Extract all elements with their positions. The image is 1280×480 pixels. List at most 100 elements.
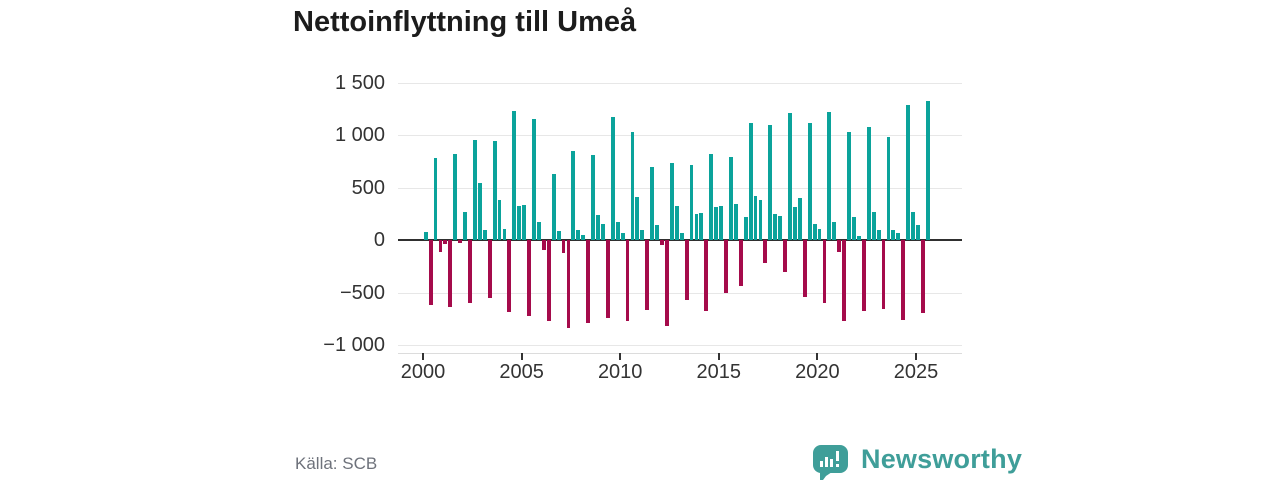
bar-2003Q2 [487, 240, 492, 298]
bar-2024Q3 [906, 104, 911, 241]
bar-2006Q4 [556, 230, 561, 241]
bar-2005Q2 [527, 240, 531, 316]
logo-tail [820, 472, 832, 480]
bar-2015Q3 [729, 156, 733, 241]
bar-2023Q2 [881, 240, 886, 309]
bar-2008Q3 [591, 155, 595, 241]
brand-name: Newsworthy [861, 444, 1023, 474]
bar-2021Q2 [842, 240, 847, 322]
bar-2001Q2 [448, 240, 453, 308]
bar-chart-icon [813, 445, 848, 473]
bar-2018Q4 [793, 206, 797, 241]
x-tick-label: 2020 [795, 361, 840, 383]
bar-2018Q3 [788, 113, 792, 241]
page-title: Nettoinflyttning till Umeå [293, 6, 637, 38]
bar-2007Q3 [571, 150, 576, 241]
bar-2022Q2 [861, 240, 866, 312]
gridline [398, 187, 962, 189]
bar-2024Q2 [901, 240, 906, 320]
bar-2024Q1 [896, 233, 901, 241]
bar-2010Q4 [635, 196, 640, 241]
bar-2003Q4 [497, 199, 502, 241]
bar-2017Q4 [773, 213, 778, 241]
gridline [398, 292, 962, 294]
bar-2004Q3 [512, 111, 517, 241]
bar-2022Q1 [857, 235, 861, 241]
bar-2006Q2 [546, 240, 551, 322]
bar-2019Q1 [797, 198, 802, 241]
bar-2010Q2 [625, 240, 630, 322]
y-tick-label: 1 000 [334, 124, 385, 147]
bar-2015Q2 [724, 240, 728, 294]
bar-2007Q4 [576, 229, 581, 241]
bar-2014Q2 [704, 240, 709, 311]
bar-2015Q1 [719, 205, 723, 241]
x-tick [422, 353, 424, 360]
bar-2008Q1 [581, 235, 586, 241]
bar-2020Q4 [832, 221, 837, 241]
bar-2001Q1 [443, 240, 448, 245]
x-tick [520, 353, 523, 360]
bar-2002Q1 [463, 211, 467, 241]
bar-2007Q1 [561, 240, 566, 254]
bar-2014Q3 [709, 154, 714, 241]
bar-2016Q2 [743, 216, 748, 241]
bar-2012Q1 [660, 240, 664, 246]
bar-2021Q3 [847, 132, 851, 241]
y-tick-label: −1 000 [323, 334, 385, 357]
bar-2020Q1 [817, 229, 822, 241]
bar-2018Q2 [783, 240, 787, 272]
bar-2004Q2 [507, 240, 512, 313]
bar-2025Q3 [925, 101, 930, 241]
bar-2003Q3 [492, 140, 497, 241]
x-tick [717, 353, 720, 360]
bar-2019Q2 [802, 240, 807, 297]
x-tick [915, 353, 917, 360]
bar-2009Q3 [610, 116, 615, 241]
chart-area: 1 500 1 000 500 0 −500 −1 000 2000 2005 2010 201… [323, 71, 962, 383]
x-tick-label: 2005 [499, 361, 544, 383]
bar-2023Q1 [876, 229, 881, 241]
bar-2006Q1 [541, 240, 546, 250]
bar-2002Q2 [468, 240, 472, 304]
bar-2012Q4 [674, 206, 679, 241]
source-note: Källa: SCB [295, 454, 378, 473]
bar-2024Q4 [911, 211, 915, 241]
bar-2012Q2 [665, 240, 669, 327]
bar-2016Q4 [753, 196, 758, 241]
bar-2004Q1 [502, 228, 507, 241]
bar-2011Q1 [640, 229, 645, 241]
bar-2006Q3 [551, 173, 556, 241]
bar-2013Q2 [684, 240, 689, 300]
y-tick-label: 500 [351, 176, 385, 199]
bar-2022Q4 [871, 211, 876, 241]
bar-2011Q3 [650, 167, 655, 241]
gridline [398, 135, 962, 137]
bar-2012Q3 [669, 163, 674, 241]
bar-2020Q2 [822, 240, 827, 304]
bar-2009Q4 [615, 222, 620, 241]
bar-2005Q4 [537, 221, 541, 241]
bar-2009Q1 [601, 224, 605, 241]
x-tick [816, 353, 819, 360]
y-tick-label: 0 [373, 229, 385, 252]
bar-2000Q4 [438, 240, 443, 252]
y-tick-label: 1 500 [334, 71, 385, 94]
x-tick-label: 2000 [400, 361, 446, 383]
bar-2021Q4 [852, 216, 856, 241]
bar-2010Q3 [630, 132, 635, 241]
bar-2022Q3 [866, 126, 871, 241]
bar-2013Q4 [694, 213, 699, 241]
bar-2025Q1 [916, 224, 920, 241]
bar-2010Q1 [620, 233, 625, 241]
bar-2015Q4 [733, 203, 738, 241]
bar-2008Q2 [586, 240, 591, 324]
bar-2000Q3 [433, 157, 438, 241]
bar-2005Q1 [522, 205, 527, 241]
bar-2019Q4 [812, 224, 817, 241]
bar-2011Q2 [645, 240, 650, 310]
bar-2000Q1 [423, 231, 428, 241]
bar-2011Q4 [655, 224, 659, 241]
bar-2001Q4 [458, 240, 463, 244]
